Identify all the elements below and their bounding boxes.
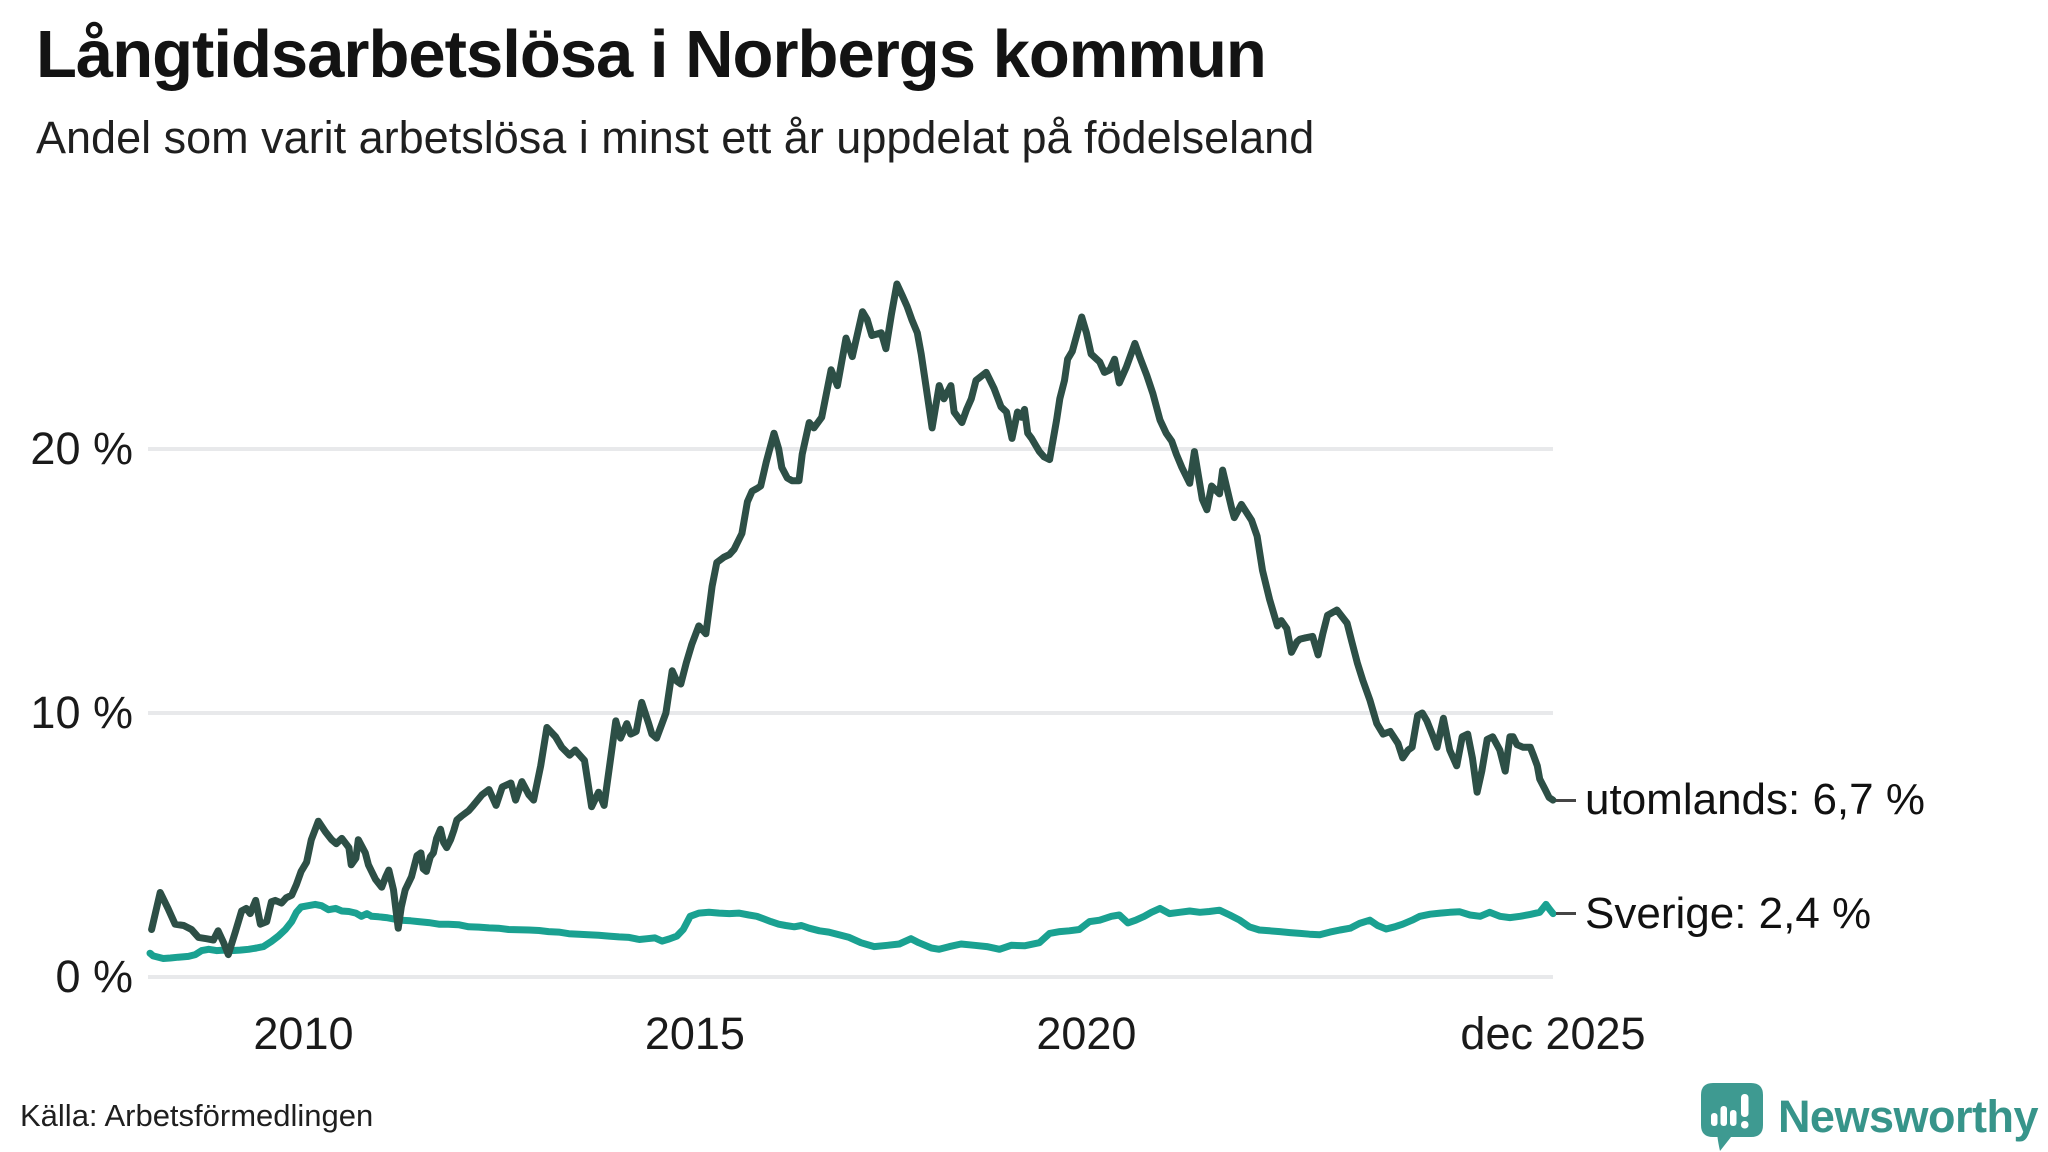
end-label-text: Sverige: 2,4 % [1585,888,1872,938]
y-axis-label-10: 10 % [30,687,133,738]
end-label-text: utomlands: 6,7 % [1585,775,1925,825]
series-line-sverige [146,900,1557,962]
label-connector-dash [1556,912,1576,916]
x-axis-label-2020: 2020 [1036,1008,1137,1059]
newsworthy-bubble-bar-chart-icon [1700,1083,1763,1151]
page-title: Långtidsarbetslösa i Norbergs kommun [36,17,1267,92]
label-connector-dash [1556,798,1576,802]
x-axis-label-2010: 2010 [253,1008,354,1059]
newsworthy-wordmark: Newsworthy [1777,1091,2039,1142]
series-line-utomlands [148,280,1557,959]
y-axis-label-20: 20 % [30,423,133,474]
end-label-utomlands: utomlands: 6,7 % [1556,775,1925,825]
end-label-sverige: Sverige: 2,4 % [1556,889,1871,939]
page-subtitle: Andel som varit arbetslösa i minst ett å… [36,112,1315,163]
x-axis-label-2015: 2015 [644,1008,745,1059]
source-note: Källa: Arbetsförmedlingen [20,1098,374,1133]
newsworthy-branding: Newsworthy [1700,1082,2039,1152]
y-axis-label-0: 0 % [55,951,133,1002]
x-axis-label-dec-2025: dec 2025 [1460,1008,1646,1059]
